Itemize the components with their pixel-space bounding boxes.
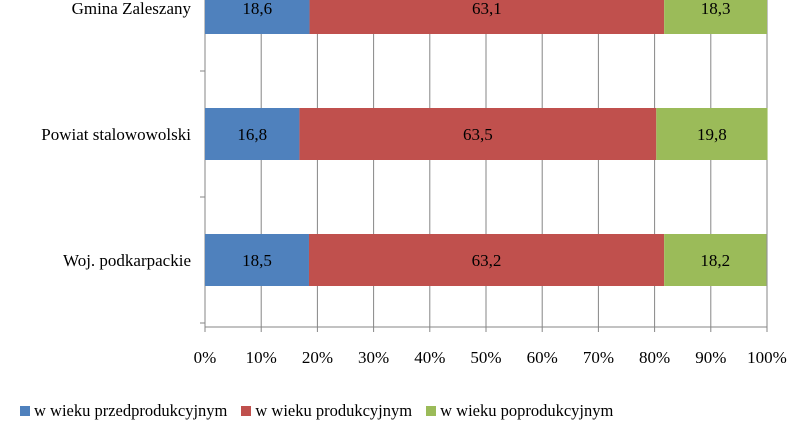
x-tick-label: 30%	[358, 348, 389, 367]
labels: 0% 10% 20% 30% 40% 50% 60% 70% 80% 90% 100% Gmina Z…	[41, 0, 787, 367]
legend-swatch-preproductive	[20, 406, 30, 416]
bar-segment	[299, 108, 657, 160]
stacked-bar-chart: 0% 10% 20% 30% 40% 50% 60% 70% 80% 90% 100% Gmina Z…	[41, 0, 787, 367]
data-label: 19,8	[697, 125, 727, 144]
legend: w wieku przedprodukcyjnym w wieku produk…	[20, 400, 790, 422]
x-tick-label: 90%	[695, 348, 726, 367]
x-tick-label: 10%	[246, 348, 277, 367]
data-label: 18,3	[701, 0, 731, 18]
category-label: Gmina Zaleszany	[72, 0, 192, 18]
bar-segment	[664, 234, 767, 286]
x-tick-label: 20%	[302, 348, 333, 367]
x-tick-label: 100%	[747, 348, 787, 367]
category-label: Powiat stalowowolski	[41, 125, 191, 144]
x-tick-label: 40%	[414, 348, 445, 367]
gridlines	[260, 0, 768, 327]
legend-item-postproductive: w wieku poprodukcyjnym	[426, 401, 613, 421]
data-label: 18,2	[700, 251, 730, 270]
legend-label-preproductive: w wieku przedprodukcyjnym	[34, 401, 228, 420]
data-label: 18,6	[242, 0, 272, 18]
bar-segment	[205, 234, 309, 286]
x-tick-label: 70%	[583, 348, 614, 367]
x-tick-label: 50%	[470, 348, 501, 367]
data-label: 63,1	[472, 0, 502, 18]
legend-label-productive: w wieku produkcyjnym	[255, 401, 413, 420]
bars	[205, 0, 768, 286]
x-tick-label: 0%	[194, 348, 217, 367]
bar-segment	[656, 108, 768, 160]
legend-item-preproductive: w wieku przedprodukcyjnym	[20, 401, 227, 421]
x-tick-label: 80%	[639, 348, 670, 367]
bar-segment	[308, 234, 665, 286]
legend-swatch-postproductive	[426, 406, 437, 416]
category-label: Woj. podkarpackie	[63, 251, 191, 270]
bar-segment	[205, 108, 300, 160]
legend-swatch-productive	[241, 406, 252, 416]
data-label: 18,5	[242, 251, 272, 270]
bar-segment	[309, 0, 665, 34]
bar-segment	[205, 0, 310, 34]
legend-item-productive: w wieku produkcyjnym	[241, 401, 412, 421]
data-label: 63,5	[463, 125, 493, 144]
data-label: 16,8	[237, 125, 267, 144]
data-label: 63,2	[472, 251, 502, 270]
legend-label-postproductive: w wieku poprodukcyjnym	[440, 401, 614, 420]
bar-segment	[664, 0, 767, 34]
x-tick-label: 60%	[527, 348, 558, 367]
